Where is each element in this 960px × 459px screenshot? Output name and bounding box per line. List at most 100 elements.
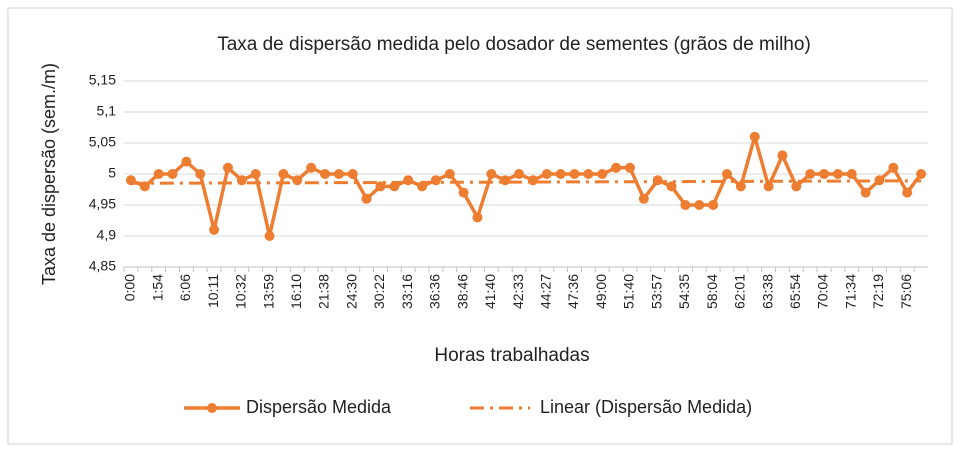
data-point	[472, 212, 483, 223]
x-tick-label: 47:36	[565, 274, 581, 309]
x-tick-label: 54:35	[676, 274, 692, 309]
data-point	[846, 169, 857, 179]
x-tick-label: 53:57	[648, 274, 664, 309]
data-point	[486, 169, 497, 179]
data-point	[403, 175, 414, 186]
data-point	[777, 150, 788, 161]
data-point	[333, 169, 344, 179]
data-point	[222, 162, 233, 173]
data-point	[555, 169, 566, 179]
data-point	[583, 169, 594, 179]
data-point	[902, 187, 913, 198]
legend-label: Linear (Dispersão Medida)	[540, 397, 752, 417]
data-point	[652, 175, 663, 186]
data-point	[860, 187, 871, 198]
data-point	[153, 169, 164, 179]
data-point	[458, 187, 469, 198]
data-point	[680, 200, 691, 210]
data-point	[527, 175, 538, 186]
x-tick-label: 41:40	[482, 274, 498, 309]
x-tick-label: 21:38	[316, 274, 332, 309]
data-point	[611, 162, 622, 173]
data-point	[167, 169, 178, 179]
data-point	[666, 181, 677, 192]
chart-title: Taxa de dispersão medida pelo dosador de…	[217, 34, 811, 55]
data-point	[735, 181, 746, 192]
x-tick-label: 33:16	[399, 274, 415, 309]
x-tick-label: 10:32	[233, 274, 249, 309]
x-tick-label: 44:27	[537, 274, 553, 309]
data-point	[389, 181, 400, 192]
data-point	[597, 169, 608, 179]
data-point	[541, 169, 552, 179]
data-point	[430, 175, 441, 186]
y-tick-label: 4,95	[89, 196, 116, 212]
x-tick-label: 63:38	[759, 274, 775, 309]
data-point	[292, 175, 303, 186]
data-point	[874, 175, 885, 186]
x-tick-label: 0:00	[122, 274, 138, 301]
x-tick-label: 38:46	[454, 274, 470, 309]
data-point	[361, 193, 372, 204]
x-tick-label: 51:40	[621, 274, 637, 309]
x-tick-label: 62:01	[732, 274, 748, 309]
x-tick-label: 36:36	[427, 274, 443, 309]
data-point	[569, 169, 580, 179]
y-tick-label: 5,15	[89, 72, 116, 88]
data-point	[763, 181, 774, 192]
series-line	[130, 135, 923, 238]
x-tick-label: 49:00	[593, 274, 609, 309]
y-tick-label: 5	[108, 165, 116, 181]
data-point	[916, 169, 927, 179]
data-point	[181, 156, 192, 167]
y-axis-title: Taxa de dispersão (sem./m)	[39, 63, 59, 285]
data-point	[250, 169, 261, 179]
data-point	[819, 169, 830, 179]
x-tick-label: 71:34	[842, 274, 858, 309]
chart-border	[7, 7, 953, 445]
y-tick-label: 5,05	[89, 134, 116, 150]
data-point	[125, 175, 136, 186]
data-point	[444, 169, 455, 179]
data-point	[749, 131, 760, 142]
x-tick-label: 42:33	[510, 274, 526, 309]
data-point	[888, 162, 899, 173]
x-tick-label: 70:04	[815, 274, 831, 309]
y-tick-label: 4,9	[97, 227, 117, 243]
data-point	[264, 231, 275, 241]
data-point	[347, 169, 358, 179]
data-point	[375, 181, 386, 192]
data-point	[514, 169, 525, 179]
x-axis-title: Horas trabalhadas	[434, 345, 589, 366]
data-point	[320, 169, 330, 179]
data-point	[708, 200, 719, 210]
x-tick-label: 75:06	[898, 274, 914, 309]
data-point	[805, 169, 816, 179]
x-tick-label: 58:04	[704, 274, 720, 309]
data-point	[694, 200, 705, 210]
trendline	[130, 179, 922, 185]
y-tick-label: 4,85	[89, 258, 116, 274]
x-tick-label: 72:19	[870, 274, 886, 309]
x-tick-label: 30:22	[371, 274, 387, 309]
data-point	[139, 181, 150, 192]
data-point	[832, 169, 843, 179]
x-tick-label: 24:30	[343, 274, 359, 309]
x-tick-label: 16:10	[288, 274, 304, 309]
legend-marker	[207, 403, 217, 413]
x-tick-label: 6:06	[177, 274, 193, 301]
data-point	[209, 224, 220, 235]
data-point	[624, 162, 635, 173]
data-point	[306, 162, 317, 173]
data-point	[236, 175, 247, 186]
x-tick-label: 13:59	[260, 274, 276, 309]
x-tick-label: 65:54	[787, 274, 803, 309]
x-tick-label: 1:54	[149, 274, 165, 301]
data-point	[638, 193, 649, 204]
data-point	[500, 175, 511, 186]
legend-label: Dispersão Medida	[246, 397, 392, 417]
data-point	[791, 181, 802, 192]
data-point	[722, 169, 732, 179]
data-point	[417, 181, 428, 192]
